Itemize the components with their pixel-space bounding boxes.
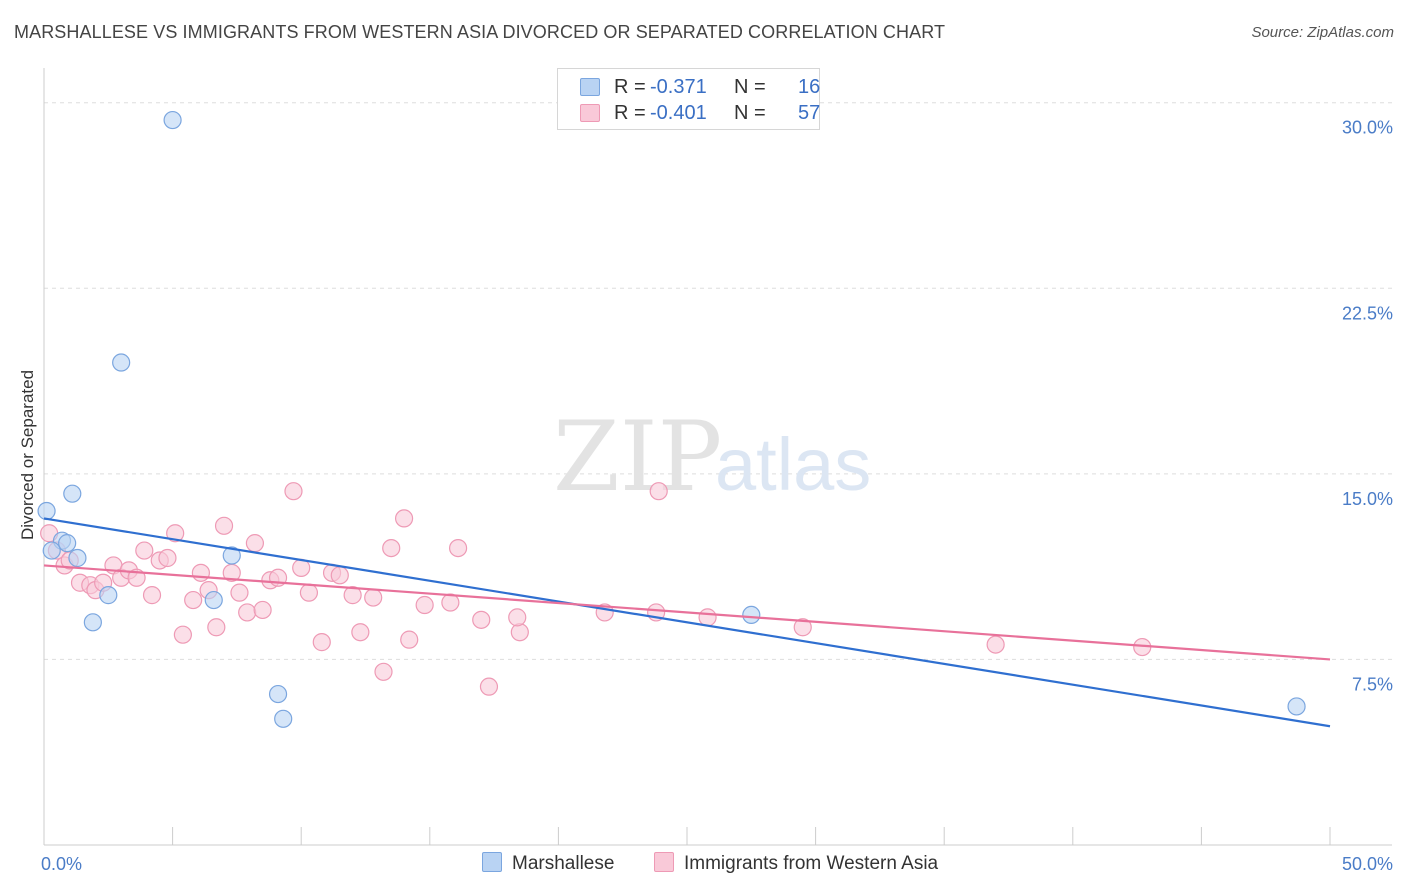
marshallese-point bbox=[222, 546, 241, 565]
y-tick-label: 7.5% bbox=[1352, 674, 1393, 694]
western-asia-point bbox=[135, 541, 154, 560]
western-asia-point bbox=[343, 586, 362, 605]
western-asia-point bbox=[364, 588, 383, 607]
western-asia-point bbox=[472, 610, 491, 629]
marshallese-point bbox=[268, 684, 288, 704]
marshallese-point bbox=[63, 484, 82, 503]
legend-swatch-pink bbox=[580, 104, 600, 122]
legend-label: Marshallese bbox=[512, 853, 615, 874]
western-asia-point bbox=[394, 509, 414, 528]
marshallese-trend-line bbox=[43, 517, 1331, 728]
marshallese-point bbox=[163, 110, 182, 130]
marshallese-point bbox=[42, 541, 61, 560]
western-asia-point bbox=[299, 583, 319, 602]
source-attribution: Source: ZipAtlas.com bbox=[1251, 24, 1394, 41]
n-value: 16 bbox=[798, 76, 821, 98]
legend-label: Immigrants from Western Asia bbox=[684, 853, 939, 874]
gridlines bbox=[44, 102, 1392, 660]
marshallese-point bbox=[742, 605, 761, 625]
chart-title: MARSHALLESE VS IMMIGRANTS FROM WESTERN A… bbox=[14, 22, 946, 42]
axes bbox=[43, 68, 1392, 846]
western-asia-point bbox=[986, 635, 1005, 654]
legend-swatch-blue bbox=[482, 852, 502, 872]
legend-item-western-asia[interactable]: Immigrants from Western Asia bbox=[654, 852, 938, 875]
n-label: N = bbox=[734, 102, 766, 124]
x-tick-label: 0.0% bbox=[41, 854, 82, 874]
western-asia-point bbox=[312, 633, 331, 652]
y-tick-label: 15.0% bbox=[1342, 489, 1393, 509]
western-asia-point bbox=[142, 586, 162, 605]
data-points bbox=[37, 110, 1306, 728]
western-asia-point bbox=[158, 548, 177, 568]
y-tick-labels: 7.5% 15.0% 22.5% 30.0% bbox=[1342, 118, 1393, 695]
western-asia-point bbox=[698, 608, 717, 627]
western-asia-point bbox=[448, 538, 468, 558]
western-asia-point bbox=[649, 482, 668, 501]
western-asia-point bbox=[284, 482, 303, 501]
y-axis-label: Divorced or Separated bbox=[18, 370, 37, 540]
correlation-legend: R = -0.371 N = 16 R = -0.401 N = 57 bbox=[557, 68, 820, 130]
x-tick-labels: 0.0% 50.0% bbox=[41, 854, 1393, 874]
marshallese-point bbox=[58, 534, 77, 553]
r-label: R = bbox=[614, 102, 646, 124]
western-asia-point bbox=[166, 524, 185, 543]
y-tick-label: 22.5% bbox=[1342, 303, 1393, 323]
western-asia-point bbox=[238, 603, 257, 622]
marshallese-point bbox=[274, 709, 293, 728]
western-asia-point bbox=[207, 618, 226, 637]
r-label: R = bbox=[614, 76, 646, 98]
western-asia-point bbox=[184, 590, 203, 610]
n-value: 57 bbox=[798, 102, 821, 124]
western-asia-point bbox=[793, 618, 812, 637]
y-tick-label: 30.0% bbox=[1342, 118, 1393, 138]
western-asia-point bbox=[510, 623, 529, 642]
marshallese-point bbox=[68, 548, 87, 568]
legend-swatch-pink bbox=[654, 852, 674, 872]
western-asia-point bbox=[230, 583, 249, 602]
marshallese-point bbox=[204, 590, 223, 610]
legend-swatch-blue bbox=[580, 78, 600, 96]
western-asia-point bbox=[214, 516, 234, 535]
watermark-zip: ZIP bbox=[553, 401, 722, 513]
western-asia-point bbox=[253, 600, 272, 620]
western-asia-point bbox=[374, 662, 393, 681]
western-asia-point bbox=[191, 563, 210, 582]
r-value: -0.401 bbox=[650, 102, 707, 124]
marshallese-point bbox=[112, 353, 131, 372]
marshallese-point bbox=[99, 586, 118, 605]
x-tick-label: 50.0% bbox=[1342, 854, 1393, 874]
marshallese-point bbox=[37, 501, 56, 521]
watermark-atlas: atlas bbox=[715, 423, 871, 506]
western-asia-point bbox=[330, 566, 349, 585]
western-asia-point bbox=[173, 625, 192, 644]
marshallese-point bbox=[83, 613, 102, 632]
western-asia-trend-line bbox=[43, 564, 1331, 661]
western-asia-point bbox=[382, 538, 401, 558]
western-asia-point bbox=[508, 608, 527, 627]
western-asia-point bbox=[245, 534, 265, 553]
marshallese-point bbox=[1287, 697, 1306, 716]
western-asia-point bbox=[351, 623, 370, 642]
r-value: -0.371 bbox=[650, 76, 707, 98]
series-legend: Marshallese Immigrants from Western Asia bbox=[0, 850, 1406, 880]
n-label: N = bbox=[734, 76, 766, 98]
western-asia-point bbox=[479, 677, 499, 696]
western-asia-point bbox=[415, 595, 434, 615]
watermark: ZIP atlas bbox=[553, 401, 871, 513]
trend-lines bbox=[43, 517, 1331, 728]
legend-item-marshallese[interactable]: Marshallese bbox=[482, 852, 614, 875]
western-asia-point bbox=[400, 630, 419, 649]
